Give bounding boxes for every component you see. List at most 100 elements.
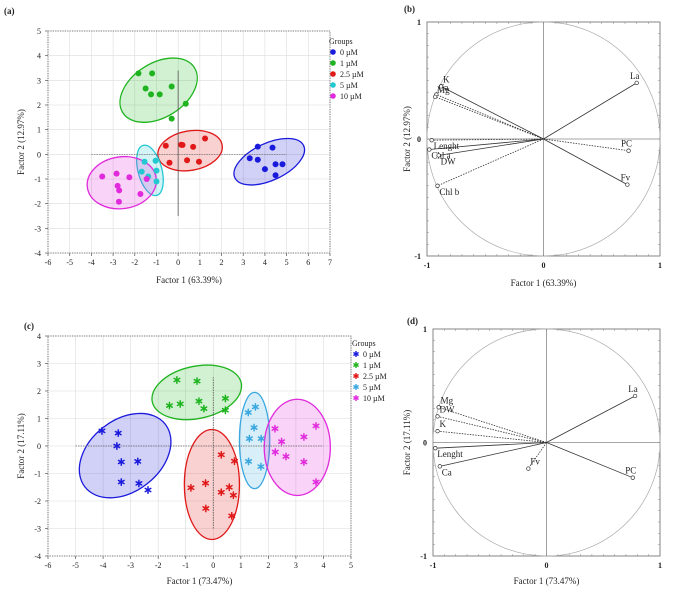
loading-point bbox=[427, 147, 432, 152]
loading-point bbox=[626, 148, 631, 153]
asterisk-stroke bbox=[282, 454, 290, 459]
asterisk-stroke bbox=[193, 378, 201, 384]
data-point bbox=[117, 478, 125, 486]
loading-point bbox=[632, 393, 638, 399]
asterisk-stroke bbox=[300, 459, 308, 465]
loading-line bbox=[440, 85, 544, 140]
asterisk-stroke bbox=[217, 452, 225, 458]
data-point bbox=[244, 408, 252, 417]
x-tick-label: 2 bbox=[266, 561, 270, 570]
data-point bbox=[138, 168, 145, 175]
asterisk-stroke bbox=[221, 396, 229, 401]
y-tick-label: -4 bbox=[34, 552, 41, 561]
data-point bbox=[166, 159, 173, 166]
data-point bbox=[195, 397, 203, 406]
asterisk-stroke bbox=[221, 407, 229, 413]
loading-vector: La bbox=[543, 71, 640, 140]
legend-marker bbox=[353, 384, 359, 390]
asterisk-stroke bbox=[300, 434, 308, 440]
x-tick-label: 4 bbox=[321, 561, 325, 570]
data-point bbox=[300, 432, 308, 441]
data-point bbox=[144, 486, 152, 494]
data-point bbox=[142, 85, 149, 92]
y-tick-label: -1 bbox=[34, 470, 41, 479]
legend-marker bbox=[353, 351, 359, 357]
data-point bbox=[245, 434, 253, 443]
data-point bbox=[246, 155, 253, 162]
asterisk-stroke bbox=[117, 459, 125, 465]
data-point bbox=[190, 143, 197, 150]
loading-vector: Fv bbox=[526, 442, 547, 471]
y-tick-label: -3 bbox=[34, 525, 41, 534]
legend-label: 5 µM bbox=[340, 81, 358, 90]
asterisk-stroke bbox=[202, 480, 210, 486]
x-tick-label: -1 bbox=[153, 258, 160, 267]
loading-line bbox=[546, 442, 633, 479]
data-point bbox=[279, 161, 286, 168]
legend-marker bbox=[353, 373, 359, 379]
legend-title: Groups bbox=[352, 339, 376, 348]
x-tick-label: 1 bbox=[239, 561, 243, 570]
x-tick-label: -5 bbox=[72, 561, 79, 570]
data-point bbox=[200, 404, 208, 413]
data-point bbox=[221, 406, 229, 415]
data-point bbox=[230, 457, 239, 466]
loading-vector: Chl b bbox=[435, 138, 544, 197]
loading-label: Ca bbox=[438, 83, 448, 93]
data-point bbox=[115, 198, 122, 205]
asterisk-stroke bbox=[134, 459, 142, 464]
loading-point bbox=[625, 182, 630, 187]
legend-marker bbox=[330, 93, 336, 99]
asterisk-stroke bbox=[229, 492, 237, 498]
asterisk-stroke bbox=[230, 458, 239, 464]
loading-point bbox=[634, 80, 639, 85]
legend-marker bbox=[330, 71, 336, 77]
x-tick-label: 0 bbox=[211, 561, 215, 570]
loading-vector: Fv bbox=[543, 138, 631, 187]
y-tick-label: 2 bbox=[37, 387, 41, 396]
legend-title: Groups bbox=[329, 37, 353, 46]
data-point bbox=[113, 170, 120, 177]
x-tick-label: 0 bbox=[176, 258, 180, 267]
loading-label: Chl a bbox=[431, 151, 450, 161]
data-point bbox=[141, 158, 148, 165]
loading-label: PC bbox=[625, 466, 636, 476]
confidence-ellipse bbox=[263, 398, 331, 497]
data-point bbox=[148, 91, 155, 98]
y-tick-label: -1 bbox=[34, 175, 41, 184]
data-point bbox=[153, 178, 160, 185]
asterisk-stroke bbox=[250, 425, 258, 430]
legend-marker bbox=[330, 82, 336, 88]
y-tick-label: 1 bbox=[37, 126, 41, 135]
y-tick-label: -2 bbox=[34, 497, 41, 506]
loading-vector: Mg bbox=[433, 85, 544, 140]
data-point bbox=[217, 450, 225, 459]
loading-vector: DW bbox=[436, 138, 544, 166]
loading-label: K bbox=[443, 74, 450, 84]
loading-point bbox=[435, 429, 440, 434]
x-tick-label: -3 bbox=[127, 561, 134, 570]
legend-label: 0 µM bbox=[363, 350, 381, 359]
loading-point bbox=[433, 94, 438, 100]
loading-label: Chl b bbox=[439, 187, 459, 197]
data-point bbox=[282, 452, 290, 461]
asterisk-stroke bbox=[176, 401, 184, 407]
y-axis-label: Factor 2 (17.11%) bbox=[16, 413, 26, 478]
asterisk-stroke bbox=[353, 373, 359, 379]
data-point bbox=[176, 399, 184, 408]
loading-point bbox=[526, 466, 531, 471]
x-tick-label: -4 bbox=[100, 561, 107, 570]
loading-label: DW bbox=[440, 404, 455, 414]
loading-label: La bbox=[630, 71, 640, 81]
data-point bbox=[254, 156, 261, 163]
x-tick-label: -1 bbox=[182, 561, 189, 570]
y-axis-label: Factor 2 (12.97%) bbox=[402, 106, 412, 172]
x-tick-label: -1 bbox=[430, 561, 437, 570]
data-point bbox=[143, 176, 150, 182]
x-axis-label: Factor 1 (73.47%) bbox=[167, 576, 233, 586]
asterisk-stroke bbox=[135, 481, 143, 486]
x-tick-label: 3 bbox=[294, 561, 298, 570]
asterisk-stroke bbox=[257, 464, 265, 469]
loading-vector: PC bbox=[546, 442, 636, 480]
